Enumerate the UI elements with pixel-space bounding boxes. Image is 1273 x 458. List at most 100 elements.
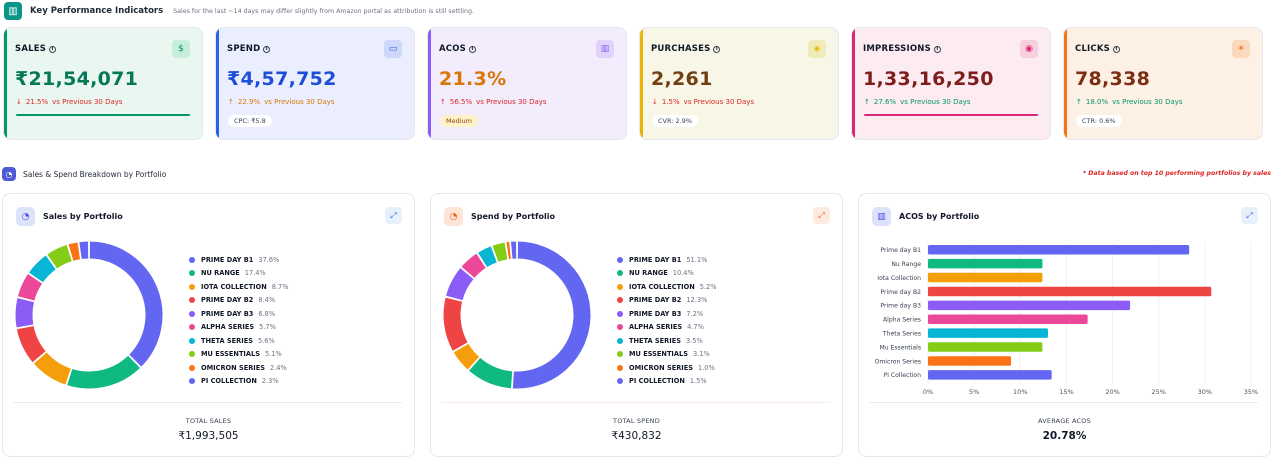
- donut-slice[interactable]: [509, 240, 518, 260]
- legend-percent: 2.3%: [261, 377, 279, 386]
- acos-bar[interactable]: [928, 356, 1012, 366]
- donut-slice[interactable]: [67, 241, 82, 262]
- donut-slice[interactable]: [467, 356, 514, 390]
- legend-dot: [617, 378, 623, 385]
- kpi-label: ACOS i: [439, 44, 476, 54]
- expand-icon[interactable]: ⤢: [813, 207, 830, 224]
- legend-item[interactable]: PRIME DAY B2 8.4%: [189, 294, 288, 308]
- kpi-label: SALES i: [15, 44, 57, 54]
- info-icon[interactable]: i: [468, 45, 476, 53]
- legend-name: PRIME DAY B1: [629, 255, 682, 264]
- donut-slice[interactable]: [45, 243, 74, 270]
- acos-bar[interactable]: [928, 370, 1052, 380]
- divider: [441, 402, 830, 403]
- expand-icon[interactable]: ⤢: [385, 207, 402, 224]
- acos-bar[interactable]: [928, 328, 1048, 338]
- donut-slice[interactable]: [65, 354, 142, 390]
- legend-item[interactable]: THETA SERIES 3.5%: [617, 334, 716, 348]
- legend-item[interactable]: NU RANGE 17.4%: [189, 267, 288, 281]
- acos-bar[interactable]: [928, 300, 1131, 311]
- donut-slice[interactable]: [505, 240, 512, 261]
- legend-dot: [189, 283, 195, 290]
- info-icon[interactable]: i: [49, 45, 57, 53]
- legend-dot: [617, 310, 623, 317]
- donut-slice[interactable]: [32, 351, 73, 386]
- legend-name: MU ESSENTIALS: [201, 350, 260, 359]
- legend-dot: [617, 283, 623, 290]
- kpi-underline: [864, 114, 1038, 116]
- legend-item[interactable]: NU RANGE 10.4%: [617, 267, 716, 281]
- legend-percent: 1.5%: [689, 377, 707, 386]
- info-icon[interactable]: i: [263, 45, 271, 53]
- legend-item[interactable]: PI COLLECTION 1.5%: [617, 375, 716, 389]
- acos-bar[interactable]: [928, 286, 1212, 297]
- box-icon: ◈: [808, 40, 826, 58]
- kpi-change: ↑ 22.9% vs Previous 30 Days: [228, 98, 335, 106]
- y-category-label: Prime day B1: [880, 247, 921, 254]
- legend-percent: 3.5%: [685, 336, 703, 345]
- donut-slice[interactable]: [88, 240, 164, 369]
- donut-slice[interactable]: [442, 296, 469, 353]
- legend-percent: 10.4%: [672, 269, 694, 278]
- donut-slice[interactable]: [511, 240, 592, 390]
- donut-slice[interactable]: [444, 266, 475, 302]
- arrow-up-icon: ↑: [1076, 98, 1082, 106]
- donut-slice[interactable]: [78, 240, 90, 261]
- legend-item[interactable]: ALPHA SERIES 4.7%: [617, 321, 716, 335]
- legend-item[interactable]: PRIME DAY B2 12.3%: [617, 294, 716, 308]
- legend-dot: [189, 351, 195, 358]
- y-category-label: Theta Series: [882, 330, 921, 337]
- bar-chart-icon: ▥: [596, 40, 614, 58]
- donut-slice[interactable]: [14, 296, 36, 329]
- legend-item[interactable]: IOTA COLLECTION 5.2%: [617, 280, 716, 294]
- kpi-accent-edge: [4, 28, 7, 139]
- legend-name: THETA SERIES: [629, 336, 681, 345]
- acos-bar[interactable]: [928, 314, 1088, 325]
- legend-name: OMICRON SERIES: [201, 363, 265, 372]
- acos-bar[interactable]: [928, 258, 1043, 269]
- legend-name: IOTA COLLECTION: [629, 282, 695, 291]
- donut-slice[interactable]: [460, 252, 488, 280]
- spend-legend: PRIME DAY B1 51.1% NU RANGE 10.4% IOTA COLLE…: [617, 253, 716, 388]
- donut-slice[interactable]: [452, 342, 481, 371]
- acos-bar[interactable]: [928, 272, 1043, 283]
- acos-bar[interactable]: [928, 245, 1190, 255]
- kpi-label-text: SALES: [15, 44, 47, 54]
- legend-percent: 5.7%: [259, 323, 276, 332]
- kpi-change-percent: 21.5%: [25, 98, 49, 106]
- legend-item[interactable]: PI COLLECTION 2.3%: [189, 375, 288, 389]
- info-icon[interactable]: i: [713, 45, 721, 53]
- legend-item[interactable]: OMICRON SERIES 2.4%: [189, 361, 288, 375]
- donut-slice[interactable]: [476, 245, 499, 269]
- legend-item[interactable]: MU ESSENTIALS 5.1%: [189, 348, 288, 362]
- legend-item[interactable]: PRIME DAY B1 51.1%: [617, 253, 716, 267]
- legend-item[interactable]: ALPHA SERIES 5.7%: [189, 321, 288, 335]
- legend-item[interactable]: IOTA COLLECTION 8.7%: [189, 280, 288, 294]
- donut-slice[interactable]: [16, 272, 44, 302]
- kpi-value: 78,338: [1075, 68, 1151, 90]
- legend-item[interactable]: THETA SERIES 5.6%: [189, 334, 288, 348]
- legend-item[interactable]: PRIME DAY B3 6.8%: [189, 307, 288, 321]
- kpi-header-icon: ▥: [4, 2, 22, 20]
- info-icon[interactable]: i: [933, 45, 941, 53]
- donut-slice[interactable]: [491, 241, 509, 263]
- kpi-label-text: IMPRESSIONS: [863, 44, 931, 54]
- kpi-header: ▥ Key Performance Indicators Sales for t…: [4, 2, 474, 20]
- y-category-label: Mu Essentials: [879, 344, 921, 351]
- expand-icon[interactable]: ⤢: [1241, 207, 1258, 224]
- arrow-up-icon: ↑: [864, 98, 870, 106]
- kpi-accent-edge: [1064, 28, 1067, 139]
- kpi-change-percent: 27.6%: [873, 98, 897, 106]
- acos-bar[interactable]: [928, 342, 1043, 352]
- legend-item[interactable]: MU ESSENTIALS 3.1%: [617, 348, 716, 362]
- legend-item[interactable]: PRIME DAY B1 37.6%: [189, 253, 288, 267]
- legend-item[interactable]: OMICRON SERIES 1.0%: [617, 361, 716, 375]
- kpi-value: ₹4,57,752: [227, 68, 337, 90]
- legend-item[interactable]: PRIME DAY B3 7.2%: [617, 307, 716, 321]
- kpi-card-sales: SALES i $ ₹21,54,071 ↓ 21.5% vs Previous 30 Da…: [3, 27, 203, 140]
- info-icon[interactable]: i: [1112, 45, 1120, 53]
- y-category-label: Pi Collection: [884, 372, 921, 379]
- donut-slice[interactable]: [15, 324, 48, 364]
- legend-name: PRIME DAY B2: [201, 296, 254, 305]
- donut-slice[interactable]: [27, 254, 58, 284]
